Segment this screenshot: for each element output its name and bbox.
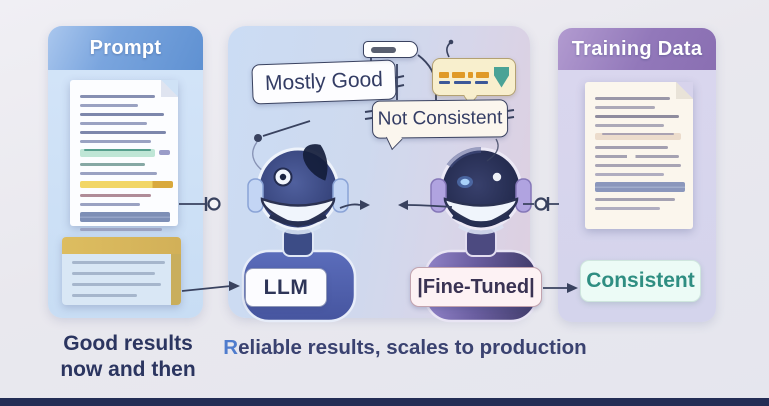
prompt-note-card bbox=[62, 237, 181, 305]
doc-line bbox=[79, 131, 167, 134]
prompt-panel-header: Prompt bbox=[48, 26, 203, 70]
page-fold-corner-icon bbox=[161, 80, 178, 97]
teal-highlight-line bbox=[79, 149, 171, 157]
teal-down-arrow-icon bbox=[494, 66, 509, 88]
training-panel-header: Training Data bbox=[558, 28, 716, 70]
note-line bbox=[72, 261, 165, 264]
note-line bbox=[72, 272, 156, 275]
doc-block bbox=[594, 182, 686, 192]
note-top-band bbox=[62, 237, 181, 254]
caption-rest: eliable results, scales to production bbox=[238, 336, 587, 359]
page-fold-corner-icon bbox=[676, 82, 693, 99]
doc-line bbox=[594, 115, 679, 118]
speech-bubble-mostly-good: Mostly Good bbox=[251, 59, 397, 105]
doc-line bbox=[79, 104, 139, 107]
note-line bbox=[72, 283, 162, 286]
doc-line bbox=[79, 203, 141, 206]
finetuned-label-box: |Fine-Tuned| bbox=[410, 267, 542, 307]
consistent-label-box: Consistent bbox=[580, 260, 701, 302]
doc-line bbox=[79, 113, 164, 116]
mini-speech-bubble-icon bbox=[363, 41, 418, 58]
doc-line bbox=[79, 228, 162, 231]
doc-line bbox=[79, 172, 158, 175]
prompt-document bbox=[70, 80, 178, 240]
middle-caption: Reliable results, scales to production bbox=[170, 336, 640, 360]
bottom-accent-bar bbox=[0, 398, 769, 406]
left-caption: Good results now and then bbox=[28, 331, 228, 382]
left-caption-line1: Good results bbox=[63, 332, 193, 355]
training-document bbox=[585, 82, 693, 229]
doc-line bbox=[79, 95, 156, 98]
not-consistent-text: Not Consistent bbox=[377, 107, 503, 130]
doc-line bbox=[79, 122, 147, 125]
doc-line bbox=[594, 173, 664, 176]
doc-line bbox=[79, 140, 151, 143]
redacted-bar bbox=[371, 46, 396, 53]
doc-block bbox=[79, 212, 171, 222]
left-caption-line2: now and then bbox=[60, 357, 196, 381]
llm-label-box: LLM bbox=[245, 268, 327, 307]
note-side-strip bbox=[171, 254, 181, 305]
cream-highlight-line bbox=[594, 133, 682, 140]
finetuned-text: |Fine-Tuned| bbox=[417, 275, 535, 298]
speech-bubble-not-consistent: Not Consistent bbox=[371, 99, 509, 139]
redacted-dashes bbox=[439, 70, 489, 84]
consistent-text: Consistent bbox=[586, 269, 695, 292]
mostly-good-text: Mostly Good bbox=[264, 67, 384, 96]
doc-line bbox=[594, 97, 671, 100]
doc-line bbox=[594, 124, 664, 127]
doc-line bbox=[594, 198, 675, 201]
caption-lead-letter: R bbox=[223, 336, 239, 359]
llm-text: LLM bbox=[263, 275, 309, 299]
doc-line bbox=[594, 207, 660, 210]
doc-line bbox=[594, 164, 682, 167]
ring-connector-icon bbox=[207, 197, 221, 211]
doc-line bbox=[594, 155, 679, 158]
doc-line bbox=[79, 194, 151, 197]
doc-line bbox=[594, 146, 669, 149]
yellow-highlight-line bbox=[79, 181, 173, 188]
doc-line bbox=[79, 163, 145, 166]
note-line bbox=[72, 294, 138, 297]
ring-connector-icon bbox=[534, 197, 548, 211]
training-panel-title: Training Data bbox=[571, 37, 703, 60]
prompt-panel-title: Prompt bbox=[89, 36, 162, 59]
redacted-text-badge-icon bbox=[432, 58, 516, 96]
doc-line bbox=[594, 106, 656, 109]
